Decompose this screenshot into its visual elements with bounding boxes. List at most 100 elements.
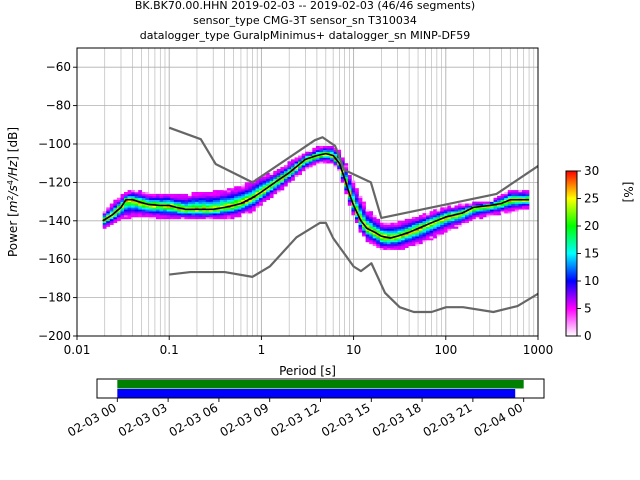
density-cell [205,193,210,197]
density-cell [454,220,459,224]
density-cell [422,228,427,231]
density-cell [369,230,374,233]
density-cell [294,170,299,174]
density-cell [195,193,199,197]
density-cell [166,203,171,206]
density-cell [333,159,338,162]
density-cell [347,172,352,176]
density-cell [106,209,111,212]
density-cell [468,209,473,212]
density-cell [138,190,143,193]
density-cell [372,220,377,224]
density-cell [521,199,526,202]
density-cell [443,216,448,220]
density-cell [266,176,270,179]
density-cell [259,199,263,202]
density-cell [266,190,270,193]
density-cell [294,157,299,160]
density-cell [372,240,377,243]
density-cell [521,195,526,199]
density-cell [411,216,416,220]
density-cell [418,215,423,218]
density-cell [422,234,427,237]
density-cell [383,228,388,231]
density-cell [337,168,342,172]
density-cell [148,213,153,216]
density-cell [255,180,260,183]
density-cell [305,161,310,164]
density-cell [287,172,292,176]
density-cell [351,184,356,187]
density-cell [518,190,523,193]
density-cell [465,213,469,216]
density-cell [358,209,363,212]
density-cell [319,147,324,151]
density-cell [379,222,384,225]
density-cell [330,157,334,160]
density-cell [148,215,153,218]
density-cell [283,176,288,179]
density-cell [411,226,416,229]
density-cell [155,213,160,216]
density-cell [287,174,292,177]
density-cell [433,228,437,231]
density-cell [198,213,203,216]
density-cell [333,163,338,166]
density-cell [401,243,406,247]
density-cell [198,193,203,197]
density-cell [514,201,519,204]
density-cell [344,172,349,176]
density-cell [155,215,160,218]
density-cell [465,216,469,220]
density-cell [443,211,448,214]
density-cell [340,174,345,177]
density-cell [486,201,491,204]
density-cell [340,176,345,179]
density-cell [426,230,430,233]
density-cell [379,228,384,231]
density-cell [372,226,377,229]
density-cell [223,209,228,212]
density-cell [230,192,235,195]
density-cell [486,203,491,206]
density-cell [276,188,281,191]
density-cell [145,205,150,208]
density-cell [212,209,217,212]
density-cell [397,238,402,241]
density-cell [465,203,469,206]
density-cell [195,205,199,208]
density-cell [177,193,182,197]
density-cell [326,151,331,154]
density-cell [362,228,366,231]
density-cell [276,174,281,177]
density-cell [418,240,423,243]
density-cell [205,207,210,210]
density-cell [465,218,469,222]
density-cell [187,213,192,216]
density-cell [518,205,523,208]
density-cell [326,147,331,151]
density-cell [173,201,178,204]
density-cell [109,218,114,222]
density-cell [507,197,512,200]
density-cell [209,195,214,199]
density-cell [266,172,270,176]
density-cell [369,226,374,229]
density-cell [223,216,228,220]
density-cell [223,213,228,216]
coverage-tick-label: 02-03 12 [268,400,322,439]
density-cell [518,201,523,204]
density-cell [450,220,455,224]
density-cell [227,209,231,212]
density-cell [319,145,324,149]
density-cell [422,216,427,220]
density-cell [227,199,231,202]
coverage-bar [117,380,524,389]
density-cell [212,205,217,208]
density-cell [337,149,342,152]
density-cell [180,216,185,220]
density-cell [124,203,128,206]
density-cell [440,213,445,216]
density-cell [106,220,111,224]
